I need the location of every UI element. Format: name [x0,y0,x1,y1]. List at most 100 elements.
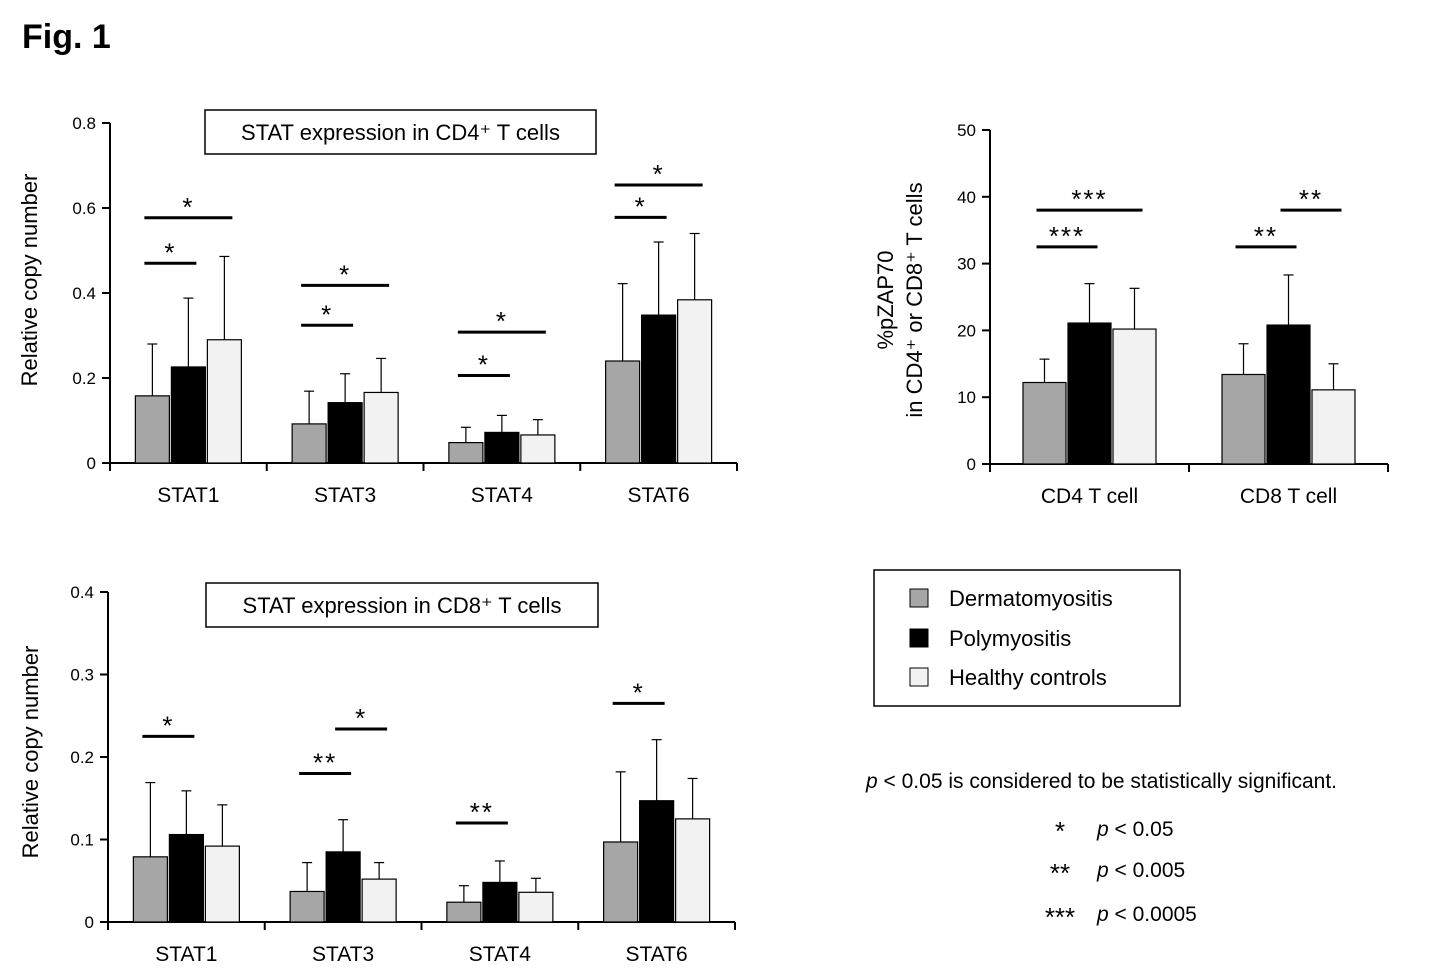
bar-dermatomyositis-stat6 [605,360,641,464]
bar-healthy-controls-stat1 [206,339,242,464]
bar-healthy-controls-cd4-t-cell [1112,328,1157,465]
legend: Dermatomyositis Polymyositis Healthy con… [873,569,1181,707]
significance-marker: * [355,703,367,733]
significance-marker: * [633,677,645,707]
p-symbol: p [865,770,878,793]
y-tick-label: 0.2 [72,369,96,388]
significance-sentence-rest: < 0.05 is considered to be statistically… [878,770,1337,793]
cd8-stat-chart: STAT expression in CD8⁺ T cells Relative … [18,582,736,966]
sig-label-2: p < 0.005 [1096,859,1185,882]
significance-marker: * [182,192,194,222]
bar-healthy-controls-stat4 [518,891,554,923]
legend-swatch-dermatomyositis [909,588,929,608]
significance-marker: * [478,349,490,379]
significance-marker: * [164,237,176,267]
y-tick-label: 0 [967,455,976,474]
significance-marker: * [653,159,665,189]
bar-dermatomyositis-stat1 [134,395,170,464]
bar-polymyositis-stat4 [484,431,520,464]
bar-dermatomyositis-stat3 [289,890,325,923]
y-axis-label-line-2: in CD4⁺ or CD8⁺ T cells [902,182,927,417]
y-axis-label: Relative copy number [18,646,43,859]
bar-polymyositis-stat3 [327,402,363,464]
bar-healthy-controls-stat1 [204,845,240,923]
x-category-label-stat6: STAT6 [626,943,688,966]
y-tick-label: 0.4 [70,583,94,602]
significance-marker: * [162,710,174,740]
significance-marker: ** [470,797,494,827]
x-category-label-stat3: STAT3 [314,484,376,507]
bar-dermatomyositis-cd4-t-cell [1022,381,1067,465]
significance-marker: *** [1049,221,1085,251]
bar-polymyositis-stat1 [168,833,204,923]
bar-dermatomyositis-stat4 [446,901,482,923]
y-tick-label: 0.8 [72,114,96,133]
sig-label-1: p < 0.05 [1096,818,1174,841]
significance-marker: ** [1299,184,1323,214]
significance-marker: ** [313,748,337,778]
x-category-label-stat3: STAT3 [312,943,374,966]
cd4-stat-chart: STAT expression in CD4⁺ T cells Relative … [17,109,738,507]
chart-title: STAT expression in CD4⁺ T cells [241,120,560,145]
bar-dermatomyositis-stat1 [132,856,168,923]
sig-symbol-1: * [1055,816,1065,846]
bar-healthy-controls-cd8-t-cell [1311,389,1356,465]
significance-marker: * [339,259,351,289]
y-tick-label: 40 [957,188,976,207]
figure-label: Fig. 1 [22,18,111,56]
zap70-chart: %pZAP70 in CD4⁺ or CD8⁺ T cells 0 10 20 30 40 5… [873,121,1389,508]
bar-healthy-controls-stat4 [520,434,556,464]
bar-healthy-controls-stat3 [363,391,399,464]
significance-sentence: p < 0.05 is considered to be statistical… [865,770,1337,793]
y-tick-label: 0 [87,454,96,473]
bar-polymyositis-stat3 [325,851,361,923]
x-category-label-cd8-t-cell: CD8 T cell [1240,485,1337,508]
bar-polymyositis-stat1 [170,366,206,464]
significance-note: p < 0.05 is considered to be statistical… [865,770,1337,932]
y-tick-label: 0.3 [70,666,94,685]
chart-title: STAT expression in CD8⁺ T cells [243,593,562,618]
significance-marker: ** [1254,221,1278,251]
y-tick-label: 20 [957,321,976,340]
y-tick-label: 0.1 [70,831,94,850]
sig-label-3: p < 0.0005 [1096,903,1197,926]
legend-label-dermatomyositis: Dermatomyositis [949,586,1113,611]
bar-healthy-controls-stat6 [677,299,713,464]
legend-swatch-healthy-controls [909,667,929,687]
bar-healthy-controls-stat3 [361,878,397,923]
significance-marker: *** [1071,184,1107,214]
sig-symbol-2: ** [1050,858,1070,888]
y-axis-label: Relative copy number [17,174,42,387]
significance-marker: * [635,191,647,221]
bar-dermatomyositis-stat6 [603,841,639,923]
x-category-label-stat6: STAT6 [628,484,690,507]
x-category-label-cd4-t-cell: CD4 T cell [1041,485,1138,508]
y-tick-label: 0.2 [70,748,94,767]
chart-title-box [205,582,599,628]
bar-polymyositis-cd8-t-cell [1266,324,1311,465]
y-tick-label: 0.6 [72,199,96,218]
y-tick-label: 30 [957,255,976,274]
bar-polymyositis-stat6 [639,800,675,923]
legend-label-healthy-controls: Healthy controls [949,665,1107,690]
significance-marker: * [321,299,333,329]
legend-label-polymyositis: Polymyositis [949,626,1071,651]
bar-dermatomyositis-stat4 [448,442,484,464]
bar-polymyositis-stat4 [482,881,518,923]
x-category-label-stat1: STAT1 [157,484,219,507]
x-category-label-stat4: STAT4 [469,943,532,966]
significance-marker: * [496,306,508,336]
y-tick-label: 10 [957,388,976,407]
sig-symbol-3: *** [1045,902,1075,932]
y-tick-label: 0.4 [72,284,96,303]
y-axis-label-line-1: %pZAP70 [873,250,898,349]
y-tick-label: 50 [957,121,976,140]
bar-polymyositis-cd4-t-cell [1067,322,1112,465]
bar-healthy-controls-stat6 [675,818,711,923]
legend-swatch-polymyositis [909,628,929,648]
bar-dermatomyositis-stat3 [291,423,327,464]
x-category-label-stat4: STAT4 [471,484,534,507]
x-category-label-stat1: STAT1 [155,943,217,966]
bar-polymyositis-stat6 [641,314,677,464]
